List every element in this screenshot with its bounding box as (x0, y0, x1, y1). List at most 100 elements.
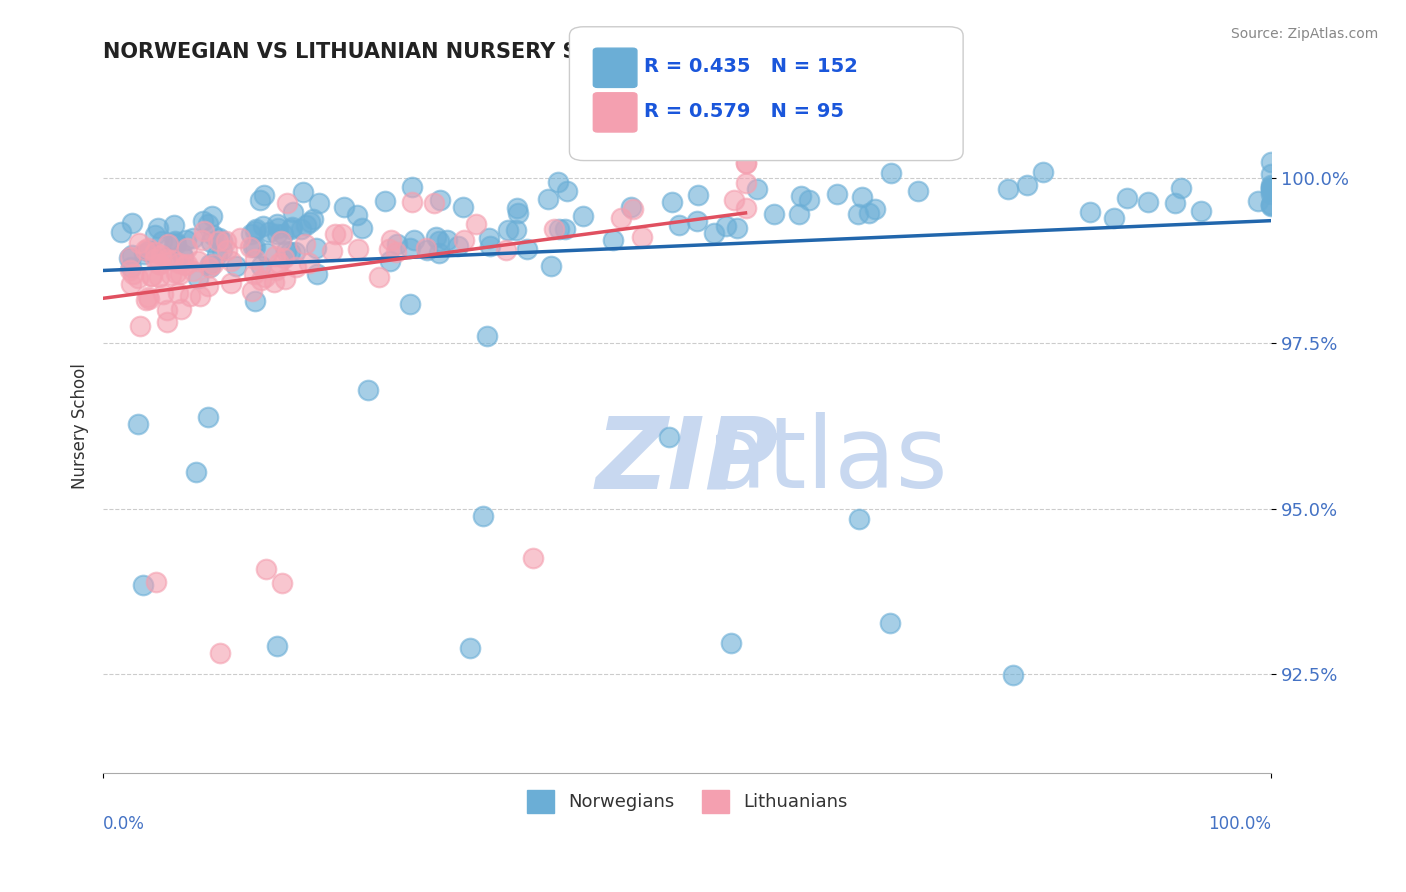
Point (267, 220, 290, 235)
Point (299, 215, 322, 229)
Point (346, 242, 368, 256)
Point (505, 223, 527, 237)
Point (323, 227, 346, 242)
Point (263, 275, 285, 289)
Point (554, 222, 576, 236)
Point (198, 260, 221, 274)
Point (506, 202, 529, 216)
Point (217, 243, 239, 257)
Point (211, 244, 233, 258)
Point (543, 221, 565, 235)
Point (136, 244, 159, 258)
Point (176, 241, 198, 255)
Point (290, 221, 312, 235)
Point (387, 237, 409, 252)
Point (120, 260, 142, 275)
Text: atlas: atlas (706, 412, 948, 509)
Point (148, 270, 170, 285)
Point (205, 247, 228, 261)
Point (848, 511, 870, 525)
Point (143, 252, 166, 266)
Point (118, 251, 141, 265)
Point (215, 234, 238, 248)
Point (136, 290, 159, 304)
Point (128, 235, 150, 250)
Point (121, 247, 143, 261)
Point (141, 269, 163, 284)
Point (197, 409, 219, 424)
Point (686, 214, 709, 228)
Point (1032, 165, 1054, 179)
Point (266, 227, 288, 241)
Point (240, 285, 263, 299)
Point (880, 166, 903, 180)
Point (156, 251, 179, 265)
Point (127, 417, 149, 431)
Point (1260, 184, 1282, 198)
Point (249, 193, 271, 207)
Point (453, 233, 475, 247)
Point (271, 576, 294, 591)
Point (621, 202, 644, 216)
Point (172, 250, 194, 264)
Point (245, 222, 267, 236)
Point (250, 259, 273, 273)
Point (1164, 196, 1187, 211)
Point (789, 206, 811, 220)
Point (132, 577, 155, 591)
Point (321, 244, 343, 258)
Point (283, 205, 305, 219)
Point (851, 190, 873, 204)
Text: 0.0%: 0.0% (103, 815, 145, 833)
Point (1078, 204, 1101, 219)
Point (274, 272, 297, 286)
Y-axis label: Nursery School: Nursery School (72, 363, 89, 489)
Text: 100.0%: 100.0% (1208, 815, 1271, 833)
Point (416, 243, 439, 257)
Point (225, 260, 247, 274)
Point (620, 200, 643, 214)
Point (302, 212, 325, 227)
Point (145, 575, 167, 590)
Point (172, 247, 194, 261)
Point (402, 233, 425, 247)
Point (401, 195, 423, 210)
Point (146, 220, 169, 235)
Point (143, 245, 166, 260)
Point (478, 239, 501, 253)
Text: Source: ZipAtlas.com: Source: ZipAtlas.com (1230, 27, 1378, 41)
Point (165, 236, 187, 251)
Point (858, 206, 880, 220)
Point (298, 256, 321, 270)
Point (176, 233, 198, 247)
Point (385, 244, 408, 259)
Point (714, 219, 737, 233)
Point (879, 615, 901, 630)
Legend: Norwegians, Lithuanians: Norwegians, Lithuanians (519, 783, 855, 820)
Point (219, 254, 242, 268)
Point (148, 257, 170, 271)
Point (1260, 181, 1282, 195)
Point (661, 195, 683, 210)
Point (1170, 181, 1192, 195)
Point (165, 234, 187, 248)
Text: R = 0.579   N = 95: R = 0.579 N = 95 (644, 102, 844, 121)
Point (252, 219, 274, 234)
Point (284, 244, 307, 259)
Point (145, 227, 167, 242)
Point (243, 224, 266, 238)
Point (548, 222, 571, 236)
Point (207, 231, 229, 245)
Point (1260, 198, 1282, 212)
Point (308, 195, 330, 210)
Point (150, 234, 173, 248)
Point (163, 236, 186, 251)
Point (191, 233, 214, 247)
Point (139, 269, 162, 284)
Point (555, 184, 578, 198)
Point (197, 278, 219, 293)
Point (129, 318, 152, 333)
Point (245, 294, 267, 309)
Point (294, 218, 316, 232)
Point (193, 224, 215, 238)
